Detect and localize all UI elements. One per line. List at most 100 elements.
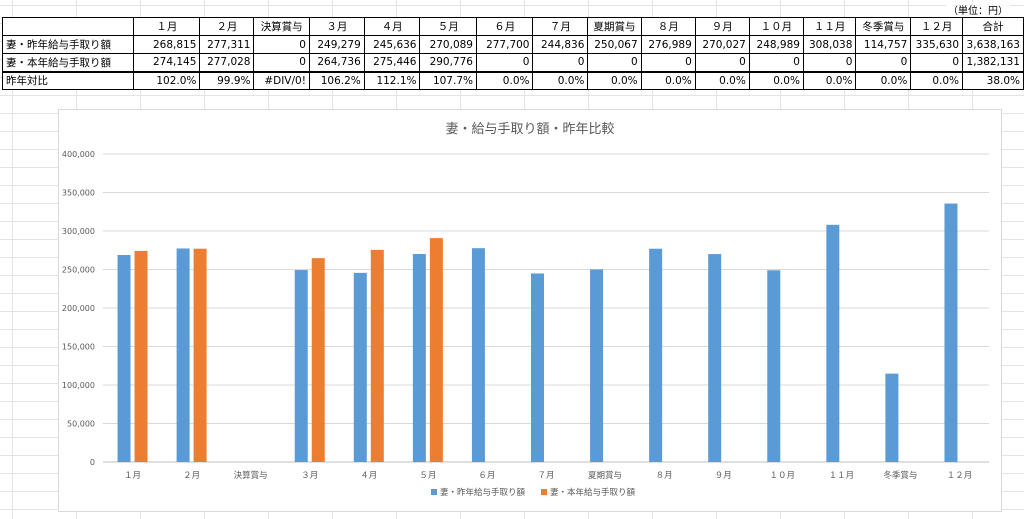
value-cell[interactable]: 0 [640, 53, 696, 73]
column-header-cell[interactable]: １０月 [748, 17, 804, 36]
column-header-cell[interactable]: ４月 [363, 17, 421, 36]
value-cell[interactable]: 270,089 [419, 35, 477, 54]
value-cell[interactable]: 106.2% [308, 71, 365, 90]
bar-this-year [370, 249, 384, 462]
value-cell[interactable]: 0 [253, 35, 310, 54]
x-tick-label: ９月 [715, 471, 732, 481]
x-tick-label: ８月 [656, 471, 673, 481]
value-cell[interactable]: 0.0% [532, 71, 589, 90]
value-cell[interactable]: 114,757 [855, 35, 912, 54]
value-cell[interactable]: 276,989 [640, 35, 696, 54]
column-header-cell[interactable]: ８月 [640, 17, 696, 36]
value-cell[interactable]: 0 [694, 53, 750, 73]
value-cell[interactable]: 112.1% [363, 71, 421, 90]
row-label-cell[interactable]: 妻・本年給与手取り額 [1, 53, 135, 73]
x-tick-label: ４月 [360, 471, 377, 481]
column-header-cell[interactable]: １１月 [802, 17, 857, 36]
value-cell[interactable]: 0 [910, 53, 963, 73]
value-cell[interactable]: 0 [748, 53, 804, 73]
header-corner-cell[interactable] [1, 17, 135, 36]
value-cell[interactable]: 245,636 [363, 35, 421, 54]
y-tick-label: 150,000 [62, 343, 95, 352]
column-header-cell[interactable]: 合計 [962, 17, 1024, 36]
value-cell[interactable]: 244,836 [532, 35, 589, 54]
bar-prev-year [412, 254, 426, 462]
value-cell[interactable]: #DIV/0! [253, 71, 310, 90]
chart-area[interactable]: 妻・給与手取り額・昨年比較 0 50,000 100,000 150,000 200,00… [58, 109, 1002, 512]
table-row: 昨年対比 102.0% 99.9% #DIV/0! 106.2% 112.1% 107.7%… [1, 71, 1024, 90]
y-tick-label: 400,000 [62, 150, 95, 159]
value-cell[interactable]: 277,311 [199, 35, 255, 54]
value-cell[interactable]: 0 [802, 53, 857, 73]
bar-prev-year [176, 248, 190, 462]
bar-this-year [429, 238, 443, 462]
column-header-cell[interactable]: 決算賞与 [253, 17, 310, 36]
value-cell[interactable]: 335,630 [910, 35, 963, 54]
value-cell[interactable]: 3,638,163 [962, 35, 1024, 54]
value-cell[interactable]: 0.0% [640, 71, 696, 90]
x-tick-label: ３月 [301, 471, 318, 481]
value-cell[interactable]: 270,027 [694, 35, 750, 54]
x-tick-label: ６月 [478, 471, 495, 481]
y-tick-label: 100,000 [62, 381, 95, 390]
column-header-cell[interactable]: ２月 [199, 17, 255, 36]
column-header-cell[interactable]: 夏期賞与 [587, 17, 642, 36]
bar-prev-year [294, 270, 308, 462]
x-tick-label: １月 [124, 471, 141, 481]
value-cell[interactable]: 0.0% [475, 71, 534, 90]
y-tick-label: 200,000 [62, 304, 95, 313]
column-header-cell[interactable]: ６月 [475, 17, 534, 36]
value-cell[interactable]: 250,067 [587, 35, 642, 54]
bar-prev-year [649, 248, 663, 462]
x-tick-label: 決算賞与 [234, 470, 268, 481]
value-cell[interactable]: 0 [532, 53, 589, 73]
value-cell[interactable]: 268,815 [133, 35, 201, 54]
value-cell[interactable]: 0.0% [748, 71, 804, 90]
bar-chart: 妻・給与手取り額・昨年比較 0 50,000 100,000 150,000 200,00… [62, 122, 989, 498]
row-label-cell[interactable]: 妻・昨年給与手取り額 [1, 35, 135, 54]
value-cell[interactable]: 264,736 [308, 53, 365, 73]
value-cell[interactable]: 275,446 [363, 53, 421, 73]
table-row: 妻・本年給与手取り額 274,145 277,028 0 264,736 275,446 2… [1, 53, 1024, 73]
value-cell[interactable]: 0 [475, 53, 534, 73]
value-cell[interactable]: 102.0% [133, 71, 201, 90]
value-cell[interactable]: 107.7% [419, 71, 477, 90]
bar-prev-year [353, 272, 367, 462]
column-header-cell[interactable]: 冬季賞与 [855, 17, 912, 36]
value-cell[interactable]: 0.0% [587, 71, 642, 90]
bar-prev-year [708, 254, 722, 462]
value-cell[interactable]: 99.9% [199, 71, 255, 90]
column-header-cell[interactable]: ７月 [532, 17, 589, 36]
value-cell[interactable]: 274,145 [133, 53, 201, 73]
x-tick-label: ７月 [537, 471, 554, 481]
bar-prev-year [885, 373, 899, 462]
row-label-cell[interactable]: 昨年対比 [1, 71, 135, 90]
value-cell[interactable]: 277,028 [199, 53, 255, 73]
value-cell[interactable]: 249,279 [308, 35, 365, 54]
y-tick-label: 50,000 [67, 420, 95, 429]
value-cell[interactable]: 0 [855, 53, 912, 73]
column-header-cell[interactable]: １２月 [910, 17, 963, 36]
value-cell[interactable]: 0.0% [802, 71, 857, 90]
y-tick-label: 350,000 [62, 189, 95, 198]
value-cell[interactable]: 38.0% [962, 71, 1024, 90]
value-cell[interactable]: 277,700 [475, 35, 534, 54]
column-header-cell[interactable]: １月 [133, 17, 201, 36]
value-cell[interactable]: 0.0% [910, 71, 963, 90]
table-row: 妻・昨年給与手取り額 268,815 277,311 0 249,279 245,636 2… [1, 35, 1024, 54]
value-cell[interactable]: 0 [253, 53, 310, 73]
value-cell[interactable]: 1,382,131 [962, 53, 1024, 73]
legend-swatch-prev-year [431, 489, 437, 495]
value-cell[interactable]: 0 [587, 53, 642, 73]
value-cell[interactable]: 248,989 [748, 35, 804, 54]
x-tick-label: １１月 [829, 471, 855, 481]
column-header-cell[interactable]: ５月 [419, 17, 477, 36]
x-tick-label: １０月 [770, 471, 796, 481]
legend-label: 妻・本年給与手取り額 [550, 487, 636, 498]
column-header-cell[interactable]: ３月 [308, 17, 365, 36]
value-cell[interactable]: 308,038 [802, 35, 857, 54]
column-header-cell[interactable]: ９月 [694, 17, 750, 36]
value-cell[interactable]: 0.0% [694, 71, 750, 90]
value-cell[interactable]: 290,776 [419, 53, 477, 73]
value-cell[interactable]: 0.0% [855, 71, 912, 90]
